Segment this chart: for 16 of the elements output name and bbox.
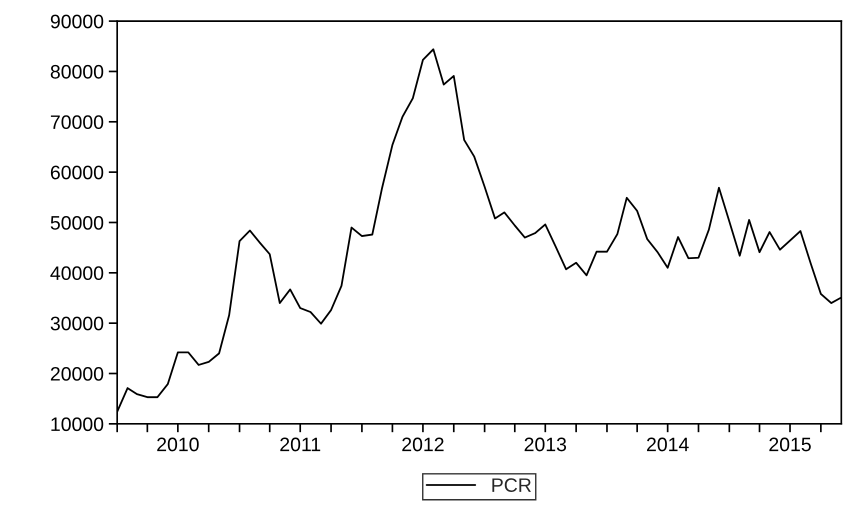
y-tick-label: 90000	[50, 14, 104, 28]
y-tick-label: 20000	[50, 366, 104, 381]
y-tick-label: 30000	[50, 316, 104, 330]
legend-label: PCR	[492, 478, 531, 492]
x-tick-label: 2012	[402, 438, 444, 452]
y-tick-label: 50000	[50, 216, 104, 230]
y-tick-label: 10000	[51, 417, 104, 432]
x-tick-label: 2014	[647, 438, 689, 452]
y-tick-label: 60000	[50, 166, 104, 180]
x-tick-label: 2011	[280, 438, 320, 452]
x-tick-label: 2010	[157, 438, 199, 452]
y-tick-label: 80000	[50, 64, 104, 79]
x-tick-label: 2015	[769, 438, 811, 452]
y-tick-label: 70000	[50, 115, 104, 130]
y-tick-label: 40000	[50, 266, 104, 280]
x-tick-label: 2013	[524, 438, 566, 452]
